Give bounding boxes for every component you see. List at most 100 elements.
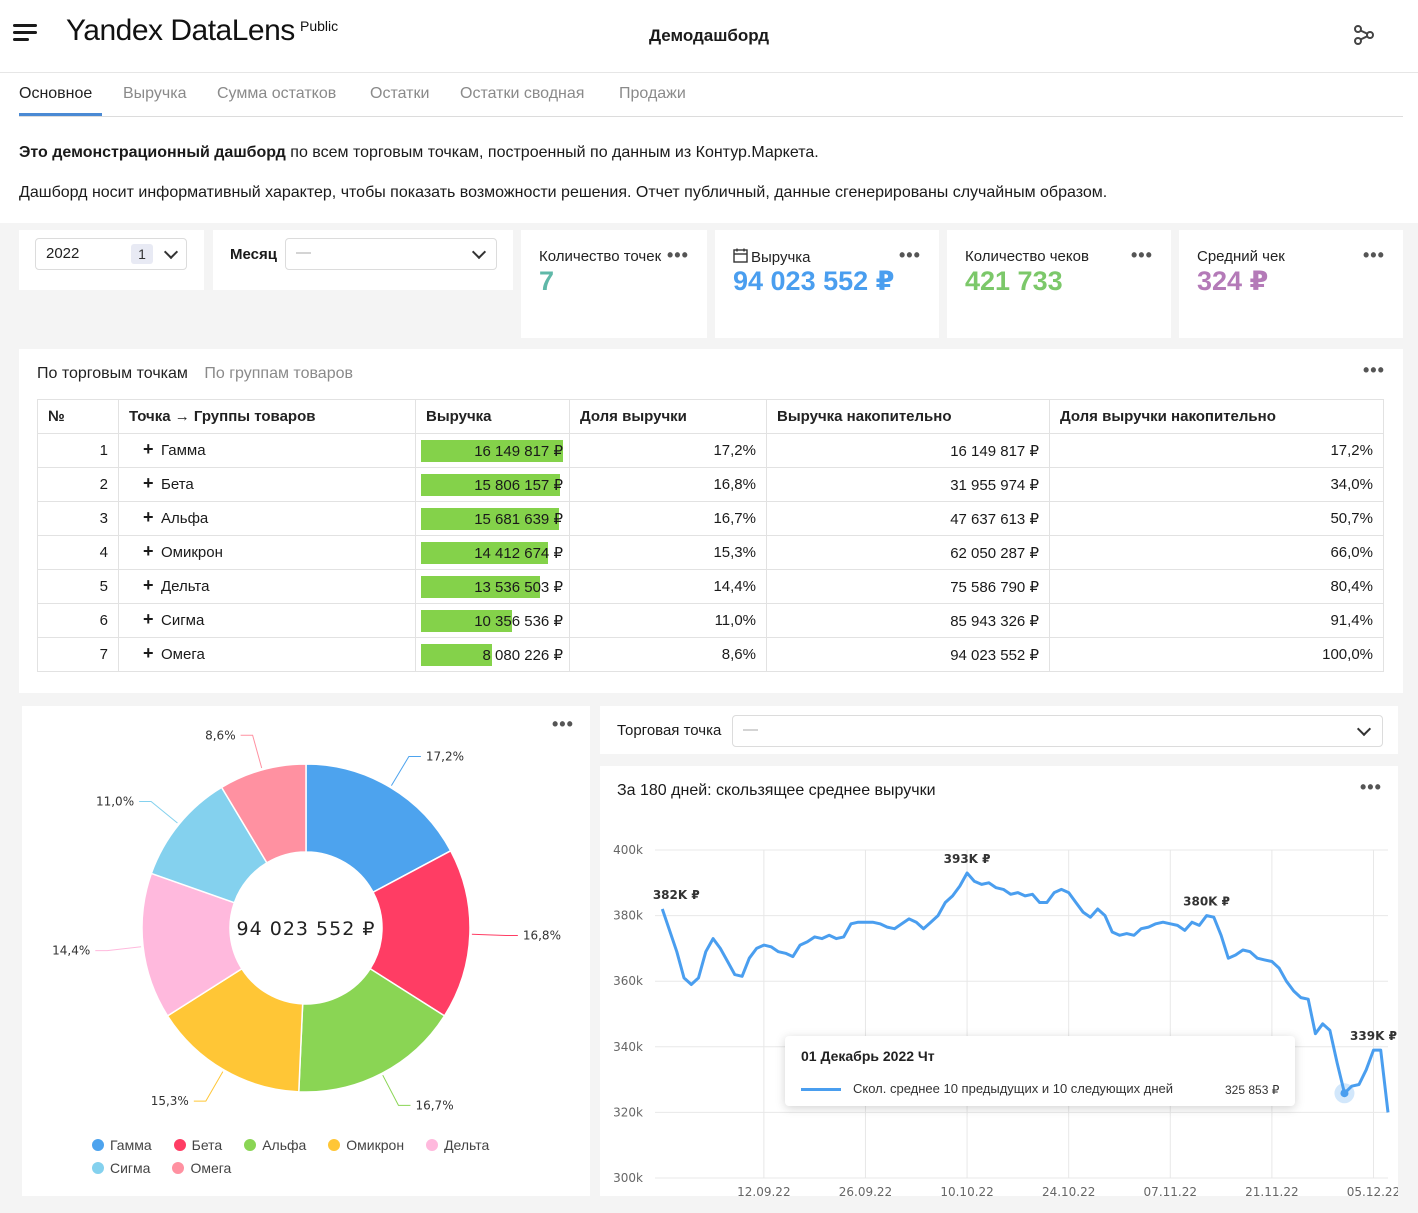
- cum-share-cell: 80,4%: [1049, 569, 1384, 604]
- tab-main[interactable]: Основное: [19, 85, 93, 102]
- cum-share-cell: 100,0%: [1049, 637, 1384, 672]
- pie-label-connector: [95, 946, 142, 952]
- widgets-area: 2022 1 Месяц — Количество точек 7 •••: [0, 223, 1418, 1213]
- more-icon[interactable]: •••: [1363, 360, 1385, 380]
- x-tick-label: 26.09.22: [839, 1185, 892, 1196]
- pie-label-connector: [193, 1071, 224, 1102]
- legend-item[interactable]: Альфа: [244, 1137, 306, 1153]
- more-icon[interactable]: •••: [899, 245, 921, 265]
- chevron-down-icon: [471, 244, 487, 260]
- year-value: 2022: [46, 245, 80, 262]
- chart-title: За 180 дней: скользящее среднее выручки: [617, 782, 936, 799]
- tab-stock[interactable]: Остатки: [370, 85, 430, 102]
- expand-icon[interactable]: +: [143, 439, 154, 459]
- y-tick-label: 300k: [613, 1171, 643, 1185]
- expand-icon[interactable]: +: [143, 473, 154, 493]
- y-tick-label: 360k: [613, 974, 643, 988]
- table-row[interactable]: 2 + Бета 15 806 157 ₽16,8% 31 955 974 ₽34,0%: [37, 467, 1384, 502]
- column-header[interactable]: Выручка: [415, 399, 570, 434]
- legend-item[interactable]: Дельта: [426, 1137, 489, 1153]
- tab-stock-pivot[interactable]: Остатки сводная: [460, 85, 585, 102]
- x-tick-label: 05.12.22: [1347, 1185, 1398, 1196]
- more-icon[interactable]: •••: [667, 245, 689, 265]
- table-row[interactable]: 5 + Дельта 13 536 503 ₽14,4% 75 586 790 ₽80,…: [37, 569, 1384, 604]
- subtab-by-points[interactable]: По торговым точкам: [37, 365, 188, 382]
- kpi-points-card: Количество точек 7 •••: [521, 230, 707, 338]
- kpi-label: Количество точек: [539, 248, 662, 265]
- table-row[interactable]: 1 + Гамма 16 149 817 ₽17,2% 16 149 817 ₽17,2…: [37, 433, 1384, 468]
- tab-stock-sum[interactable]: Сумма остатков: [217, 85, 337, 102]
- chevron-down-icon[interactable]: [1356, 721, 1372, 737]
- cum-revenue-cell: 62 050 287 ₽: [766, 535, 1050, 570]
- pie-slice-label: 11,0%: [96, 794, 134, 808]
- month-select[interactable]: —: [285, 238, 497, 270]
- cum-revenue-cell: 31 955 974 ₽: [766, 467, 1050, 502]
- pie-slice-7[interactable]: [220, 763, 307, 864]
- hover-point: [1340, 1089, 1349, 1098]
- revenue-bar: [421, 474, 560, 496]
- pie-slice-2[interactable]: [369, 849, 471, 1017]
- column-header[interactable]: Доля выручки накопительно: [1049, 399, 1384, 434]
- pie-legend: Гамма Бета Альфа Омикрон Дельта Сигма Омега: [92, 1137, 562, 1183]
- column-header[interactable]: Доля выручки: [569, 399, 767, 434]
- expand-icon[interactable]: +: [143, 507, 154, 527]
- revenue-cell: 10 356 536 ₽: [415, 603, 570, 638]
- more-icon[interactable]: •••: [1360, 777, 1382, 797]
- share-icon[interactable]: [1352, 23, 1376, 47]
- revenue-cell: 15 681 639 ₽: [415, 501, 570, 536]
- tab-sales[interactable]: Продажи: [619, 85, 686, 102]
- table-row[interactable]: 3 + Альфа 15 681 639 ₽16,7% 47 637 613 ₽50,7…: [37, 501, 1384, 536]
- month-filter-card: Месяц —: [213, 230, 513, 290]
- x-tick-label: 21.11.22: [1245, 1185, 1298, 1196]
- month-label: Месяц: [230, 246, 277, 263]
- row-number: 3: [37, 501, 119, 536]
- dashboard-tabs: Основное Выручка Сумма остатков Остатки …: [19, 81, 1403, 117]
- point-annotation: 380K ₽: [1183, 895, 1230, 909]
- revenue-cell: 14 412 674 ₽: [415, 535, 570, 570]
- legend-item[interactable]: Бета: [173, 1137, 222, 1153]
- subtab-by-groups[interactable]: По группам товаров: [204, 365, 353, 382]
- year-select[interactable]: 2022 1: [35, 238, 187, 270]
- pie-label-connector: [471, 933, 518, 937]
- legend-dot-icon: [92, 1139, 104, 1151]
- column-header[interactable]: Выручка накопительно: [766, 399, 1050, 434]
- point-annotation: 393K ₽: [944, 852, 991, 866]
- pie-slice-3[interactable]: [298, 967, 446, 1093]
- table-row[interactable]: 6 + Сигма 10 356 536 ₽11,0% 85 943 326 ₽91,4…: [37, 603, 1384, 638]
- legend-item[interactable]: Сигма: [92, 1160, 150, 1176]
- legend-item[interactable]: Омикрон: [328, 1137, 404, 1153]
- pie-slice-label: 14,4%: [52, 944, 90, 958]
- revenue-cell: 15 806 157 ₽: [415, 467, 570, 502]
- expand-icon[interactable]: +: [143, 541, 154, 561]
- pie-label-connector: [240, 734, 263, 769]
- cum-revenue-cell: 75 586 790 ₽: [766, 569, 1050, 604]
- expand-icon[interactable]: +: [143, 609, 154, 629]
- legend-item[interactable]: Омега: [172, 1160, 231, 1176]
- table-row[interactable]: 4 + Омикрон 14 412 674 ₽15,3% 62 050 287 ₽66…: [37, 535, 1384, 570]
- row-number: 5: [37, 569, 119, 604]
- x-tick-label: 07.11.22: [1144, 1185, 1197, 1196]
- pie-slice-1[interactable]: [305, 763, 452, 894]
- expand-icon[interactable]: +: [143, 643, 154, 663]
- more-icon[interactable]: •••: [1131, 245, 1153, 265]
- y-tick-label: 320k: [613, 1105, 643, 1119]
- more-icon[interactable]: •••: [1363, 245, 1385, 265]
- point-name-cell: + Дельта: [118, 569, 416, 604]
- share-cell: 14,4%: [569, 569, 767, 604]
- point-value: —: [743, 721, 758, 738]
- point-select[interactable]: —: [732, 715, 1383, 747]
- column-header[interactable]: Точка → Группы товаров: [118, 399, 416, 434]
- tooltip-series-marker: [801, 1088, 841, 1091]
- more-icon[interactable]: •••: [552, 714, 574, 734]
- column-header[interactable]: №: [37, 399, 119, 434]
- expand-icon[interactable]: +: [143, 575, 154, 595]
- point-annotation: 339K ₽: [1350, 1029, 1397, 1043]
- tab-revenue[interactable]: Выручка: [123, 85, 187, 102]
- menu-icon[interactable]: [13, 24, 37, 44]
- revenue-bar: [421, 440, 563, 462]
- app-logo[interactable]: Yandex DataLens: [66, 14, 295, 47]
- legend-item[interactable]: Гамма: [92, 1137, 152, 1153]
- legend-dot-icon: [426, 1139, 439, 1151]
- cum-share-cell: 17,2%: [1049, 433, 1384, 468]
- table-row[interactable]: 7 + Омега 8 080 226 ₽8,6% 94 023 552 ₽100,0%: [37, 637, 1384, 672]
